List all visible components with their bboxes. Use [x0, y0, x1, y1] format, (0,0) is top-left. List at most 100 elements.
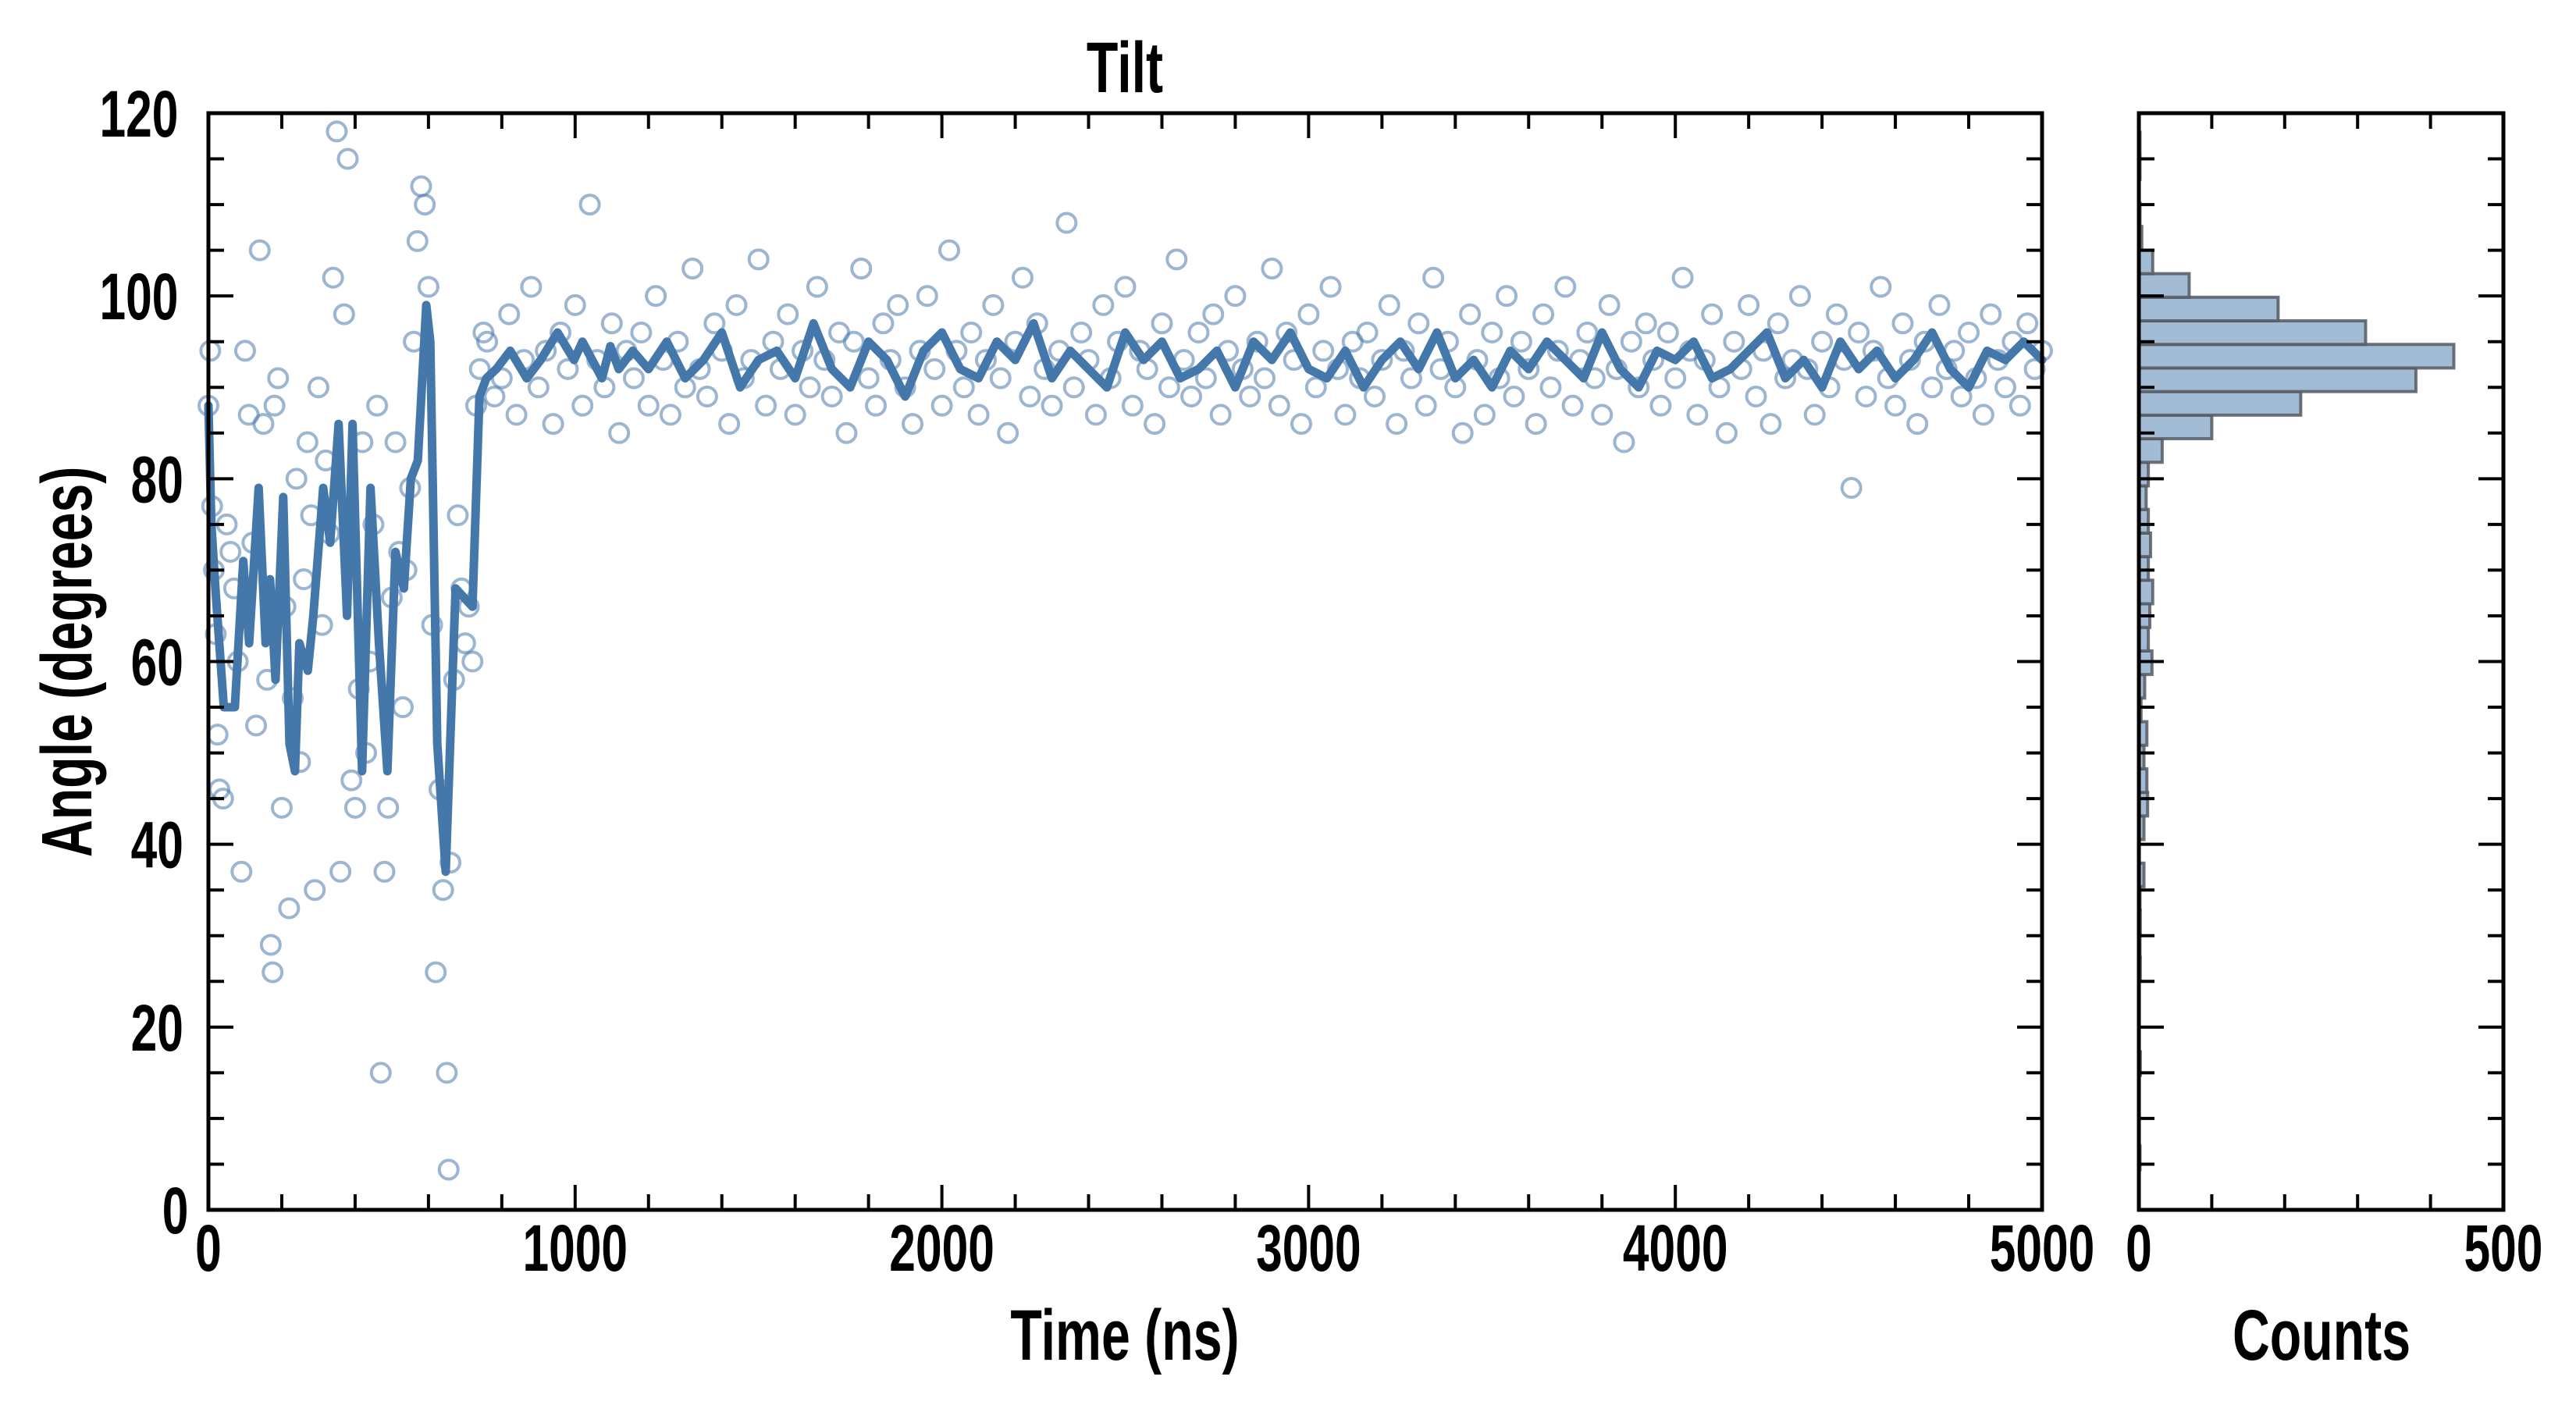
x-tick-label: 0: [195, 1211, 222, 1285]
x-axis-label: Time (ns): [1010, 1294, 1239, 1375]
scatter-point: [1840, 477, 1863, 500]
scatter-point: [1400, 367, 1422, 389]
scatter-point: [248, 239, 271, 261]
scatter-point: [425, 961, 447, 984]
scatter-point: [1092, 293, 1115, 316]
scatter-point: [252, 413, 275, 436]
scatter-point: [1848, 322, 1870, 343]
scatter-point: [535, 340, 557, 362]
y-axis-label: Angle (degrees): [26, 467, 106, 858]
scatter-point: [2016, 312, 2039, 335]
scatter-point: [1144, 413, 1166, 436]
scatter-point: [564, 293, 586, 316]
y-tick-label: 0: [162, 1174, 189, 1247]
scatter-point: [1158, 376, 1180, 399]
scatter-plot-area: 0 1000 2000 3000 4000 5000 0 20 40 60 80 100 120: [99, 77, 2094, 1285]
scatter-point: [865, 394, 888, 417]
scatter-point: [1649, 394, 1672, 417]
scatter-point: [703, 312, 726, 335]
scatter-point: [1855, 385, 1877, 407]
scatter-point: [1906, 413, 1929, 436]
scatter-point: [1422, 266, 1445, 289]
scatter-point: [1356, 322, 1379, 343]
scatter-point: [2008, 394, 2031, 417]
scatter-point: [1334, 404, 1357, 426]
scatter-point: [1151, 312, 1173, 335]
scatter-point: [1891, 312, 1914, 335]
scatter-point: [384, 431, 407, 454]
scatter-point: [1701, 303, 1724, 325]
x-tick-label: 2000: [889, 1211, 994, 1285]
running-average-series: [204, 301, 2047, 877]
scatter-point: [952, 376, 975, 399]
scatter-point: [1759, 413, 1782, 436]
scatter-point: [296, 431, 318, 454]
x-tick-label: 1000: [523, 1211, 628, 1285]
scatter-point: [1958, 322, 1980, 343]
x-tick-label: 5000: [1990, 1211, 2095, 1285]
scatter-point: [630, 322, 653, 343]
scatter-point: [938, 239, 960, 261]
scatter-point: [2023, 357, 2046, 380]
scatter-point: [1803, 404, 1826, 426]
scatter-point: [1811, 330, 1834, 353]
scatter-point: [336, 148, 359, 170]
scatter-point: [806, 276, 828, 298]
scatter-point: [520, 276, 543, 298]
histogram-bar: [2137, 343, 2456, 370]
scatter-point: [245, 714, 268, 737]
scatter-point: [557, 357, 579, 380]
scatter-point: [1928, 293, 1951, 316]
scatter-point: [1546, 340, 1569, 362]
scatter-point: [989, 367, 1012, 389]
histogram-bar: [2137, 319, 2368, 347]
scatter-point: [233, 340, 256, 362]
scatter-point: [270, 796, 293, 819]
hist-x-tick-label: 500: [2464, 1211, 2543, 1285]
scatter-point: [578, 194, 601, 216]
histogram-bar: [2137, 413, 2214, 441]
scatter-point: [1451, 422, 1474, 444]
scatter-point: [622, 367, 645, 389]
scatter-point: [1041, 394, 1063, 417]
histogram-bar: [2137, 272, 2191, 299]
scatter-point: [696, 385, 718, 407]
running-average-line: [204, 301, 2047, 877]
scatter-point: [406, 229, 429, 252]
histogram-bars: [2137, 130, 2456, 1172]
scatter-point: [267, 367, 290, 389]
scatter-point: [1745, 385, 1767, 407]
scatter-point: [343, 796, 366, 819]
scatter-point: [498, 303, 521, 325]
scatter-point: [1738, 293, 1760, 316]
scatter-point: [219, 541, 242, 563]
scatter-point: [542, 413, 564, 436]
scatter-point: [476, 330, 499, 353]
scatter-point: [1084, 404, 1107, 426]
scatter-point: [1767, 312, 1789, 335]
scatter-point: [967, 404, 990, 426]
scatter-point: [369, 1062, 392, 1084]
scatter-point: [1525, 413, 1547, 436]
scatter-point: [1503, 385, 1525, 407]
scatter-point: [982, 293, 1005, 316]
hist-x-tick-label: 0: [2126, 1211, 2152, 1285]
scatter-point: [645, 285, 667, 308]
scatter-point: [329, 860, 352, 883]
scatter-point: [659, 404, 681, 426]
scatter-point: [468, 357, 491, 380]
histogram-bar: [2137, 389, 2303, 417]
scatter-point: [916, 285, 938, 308]
scatter-point: [1635, 312, 1657, 335]
scatter-point: [1011, 266, 1034, 289]
scatter-point: [1510, 330, 1532, 353]
scatter-point: [902, 413, 924, 436]
scatter-point: [755, 394, 777, 417]
scatter-point: [1473, 404, 1496, 426]
scatter-point: [997, 422, 1019, 444]
scatter-point: [1620, 330, 1642, 353]
scatter-point: [373, 860, 396, 883]
scatter-point: [1481, 322, 1503, 343]
scatter-point: [1788, 285, 1811, 308]
scatter-point: [417, 276, 439, 298]
